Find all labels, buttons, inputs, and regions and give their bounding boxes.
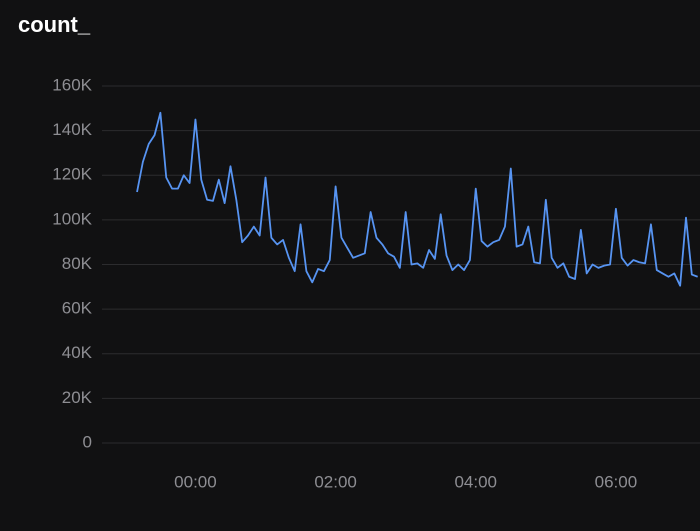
chart-title: count_ [18, 12, 91, 37]
y-tick-label: 20K [62, 388, 93, 407]
y-tick-label: 100K [52, 209, 92, 228]
x-tick-label: 00:00 [174, 472, 217, 491]
y-tick-label: 60K [62, 299, 93, 318]
y-tick-label: 140K [52, 120, 92, 139]
y-tick-label: 120K [52, 165, 92, 184]
x-tick-label: 06:00 [595, 472, 638, 491]
x-tick-label: 02:00 [314, 472, 357, 491]
y-tick-label: 40K [62, 343, 93, 362]
y-tick-label: 160K [52, 75, 92, 94]
x-tick-label: 04:00 [454, 472, 497, 491]
y-tick-label: 0 [83, 432, 92, 451]
y-tick-label: 80K [62, 254, 93, 273]
line [136, 111, 698, 287]
